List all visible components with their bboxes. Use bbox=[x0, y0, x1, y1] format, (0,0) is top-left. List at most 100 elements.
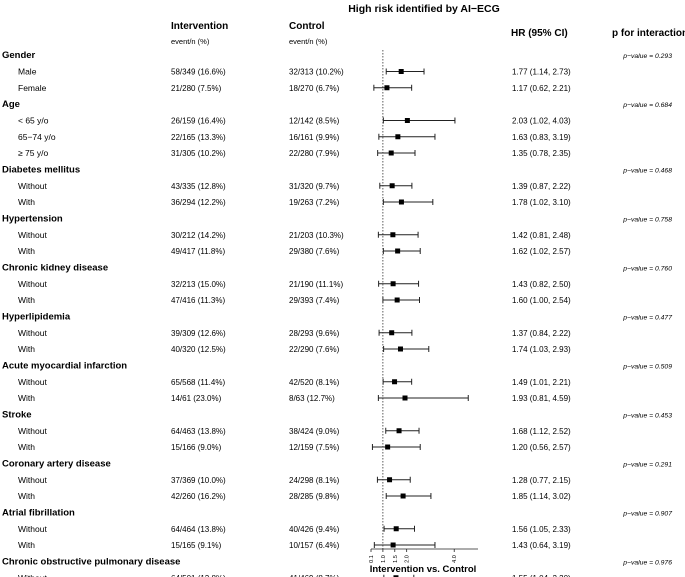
intervention-value: 26/159 (16.4%) bbox=[171, 117, 226, 126]
control-value: 8/63 (12.7%) bbox=[289, 394, 335, 403]
x-tick-label: 1.0 bbox=[381, 555, 387, 563]
subgroup-label: Without bbox=[18, 573, 47, 577]
hr-value: 1.43 (0.82, 2.50) bbox=[512, 280, 571, 289]
intervention-value: 39/309 (12.6%) bbox=[171, 329, 226, 338]
group-name: Stroke bbox=[2, 409, 32, 420]
subgroup-label: < 65 y/o bbox=[18, 116, 49, 126]
intervention-value: 40/320 (12.5%) bbox=[171, 345, 226, 354]
hr-value: 1.43 (0.64, 3.19) bbox=[512, 541, 571, 550]
control-value: 10/157 (6.4%) bbox=[289, 541, 340, 550]
group-name: Coronary artery disease bbox=[2, 458, 111, 469]
intervention-value: 15/166 (9.0%) bbox=[171, 443, 222, 452]
control-value: 38/424 (9.0%) bbox=[289, 427, 340, 436]
hr-point bbox=[384, 85, 390, 91]
p-header: p for interaction bbox=[612, 28, 685, 39]
hr-value: 1.68 (1.12, 2.52) bbox=[512, 427, 571, 436]
p-interaction: p−value = 0.293 bbox=[622, 53, 672, 60]
hr-value: 1.39 (0.87, 2.22) bbox=[512, 182, 571, 191]
subgroup-label: With bbox=[18, 442, 35, 452]
hr-point bbox=[402, 395, 408, 401]
hr-point bbox=[390, 542, 396, 548]
hr-value: 1.60 (1.00, 2.54) bbox=[512, 296, 571, 305]
hr-value: 1.78 (1.02, 3.10) bbox=[512, 198, 571, 207]
hr-point bbox=[389, 183, 395, 189]
hr-value: 1.17 (0.62, 2.21) bbox=[512, 84, 571, 93]
group-name: Age bbox=[2, 99, 20, 110]
intervention-value: 14/61 (23.0%) bbox=[171, 394, 222, 403]
intervention-value: 58/349 (16.6%) bbox=[171, 68, 226, 77]
control-value: 22/290 (7.6%) bbox=[289, 345, 340, 354]
intervention-value: 37/369 (10.0%) bbox=[171, 476, 226, 485]
control-header: Control bbox=[289, 21, 325, 32]
intervention-value: 36/294 (12.2%) bbox=[171, 198, 226, 207]
control-value: 24/298 (8.1%) bbox=[289, 476, 340, 485]
hr-value: 1.37 (0.84, 2.22) bbox=[512, 329, 571, 338]
hr-point bbox=[393, 526, 399, 532]
subgroup-label: Without bbox=[18, 181, 47, 191]
intervention-value: 47/416 (11.3%) bbox=[171, 296, 225, 305]
control-value: 16/161 (9.9%) bbox=[289, 133, 340, 142]
control-value: 22/280 (7.9%) bbox=[289, 149, 340, 158]
chart-title: High risk identified by AI−ECG bbox=[348, 3, 500, 15]
p-interaction: p−value = 0.477 bbox=[622, 314, 672, 321]
subgroup-label: With bbox=[18, 295, 35, 305]
hr-point bbox=[398, 69, 404, 74]
group-name: Hypertension bbox=[2, 213, 63, 224]
subgroup-label: Female bbox=[18, 83, 47, 93]
intervention-value: 30/212 (14.2%) bbox=[171, 231, 226, 240]
control-value: 12/142 (8.5%) bbox=[289, 117, 340, 126]
hr-point bbox=[387, 477, 393, 483]
subgroup-label: With bbox=[18, 491, 35, 501]
p-interaction: p−value = 0.758 bbox=[622, 216, 672, 223]
subgroup-label: 65−74 y/o bbox=[18, 132, 56, 142]
hr-value: 1.55 (1.04, 2.30) bbox=[512, 574, 571, 577]
hr-value: 1.28 (0.77, 2.15) bbox=[512, 476, 571, 485]
control-value: 28/293 (9.6%) bbox=[289, 329, 340, 338]
control-value: 40/426 (9.4%) bbox=[289, 525, 340, 534]
hr-value: 1.77 (1.14, 2.73) bbox=[512, 68, 571, 77]
intervention-value: 64/464 (13.8%) bbox=[171, 525, 226, 534]
hr-point bbox=[395, 134, 401, 140]
subgroup-label: Without bbox=[18, 279, 47, 289]
hr-value: 1.20 (0.56, 2.57) bbox=[512, 443, 571, 452]
group-name: Gender bbox=[2, 50, 36, 61]
intervention-value: 64/463 (13.8%) bbox=[171, 427, 226, 436]
group-name: Hyperlipidemia bbox=[2, 311, 71, 322]
hr-value: 1.93 (0.81, 4.59) bbox=[512, 394, 571, 403]
hr-point bbox=[390, 232, 396, 238]
p-interaction: p−value = 0.684 bbox=[622, 102, 672, 109]
intervention-value: 21/280 (7.5%) bbox=[171, 84, 222, 93]
control-value: 32/313 (10.2%) bbox=[289, 68, 344, 77]
subgroup-label: Without bbox=[18, 377, 47, 387]
p-interaction: p−value = 0.468 bbox=[622, 167, 672, 174]
control-value: 29/380 (7.6%) bbox=[289, 247, 340, 256]
hr-header: HR (95% CI) bbox=[511, 28, 568, 39]
p-interaction: p−value = 0.760 bbox=[622, 265, 672, 272]
subgroup-label: Without bbox=[18, 230, 47, 240]
hr-value: 2.03 (1.02, 4.03) bbox=[512, 117, 571, 126]
hr-value: 1.42 (0.81, 2.48) bbox=[512, 231, 571, 240]
subgroup-label: With bbox=[18, 197, 35, 207]
p-interaction: p−value = 0.907 bbox=[622, 510, 672, 517]
subgroup-label: With bbox=[18, 540, 35, 550]
intervention-value: 64/501 (12.8%) bbox=[171, 574, 226, 577]
hr-value: 1.63 (0.83, 3.19) bbox=[512, 133, 571, 142]
x-tick-label: 0.1 bbox=[369, 555, 375, 563]
hr-value: 1.85 (1.14, 3.02) bbox=[512, 492, 571, 501]
control-value: 29/393 (7.4%) bbox=[289, 296, 340, 305]
control-value: 42/520 (8.1%) bbox=[289, 378, 340, 387]
subgroup-label: With bbox=[18, 246, 35, 256]
hr-value: 1.62 (1.02, 2.57) bbox=[512, 247, 571, 256]
control-value: 12/159 (7.5%) bbox=[289, 443, 340, 452]
intervention-value: 32/213 (15.0%) bbox=[171, 280, 226, 289]
hr-value: 1.35 (0.78, 2.35) bbox=[512, 149, 571, 158]
p-interaction: p−value = 0.976 bbox=[622, 559, 672, 566]
intervention-header: Intervention bbox=[171, 21, 228, 32]
p-interaction: p−value = 0.453 bbox=[622, 412, 672, 419]
control-value: 19/263 (7.2%) bbox=[289, 198, 340, 207]
hr-point bbox=[398, 199, 404, 205]
subgroup-label: Without bbox=[18, 524, 47, 534]
subgroup-label: Male bbox=[18, 67, 37, 77]
hr-point bbox=[389, 330, 395, 336]
